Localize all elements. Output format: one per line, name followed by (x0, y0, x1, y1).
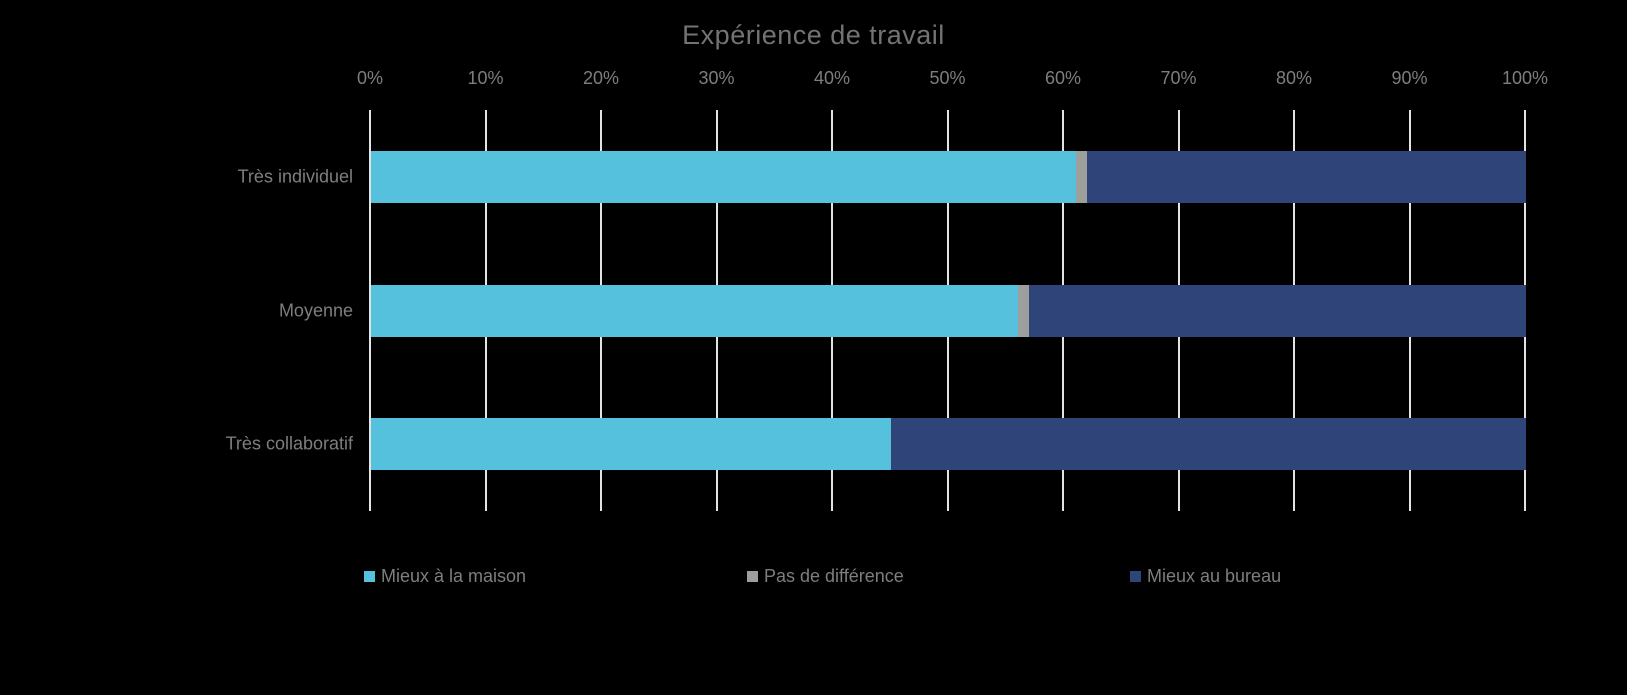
x-axis-tick-label: 100% (1501, 68, 1549, 88)
bar-segment (371, 418, 891, 471)
x-axis-tick-label: 80% (1275, 68, 1313, 88)
x-axis-tick-label: 10% (467, 68, 504, 88)
bar-segment (1029, 284, 1526, 337)
bar-row (371, 418, 1526, 471)
x-axis-tick-label: 30% (698, 68, 735, 88)
legend-swatch-icon (1130, 571, 1141, 582)
bar-segment (1087, 150, 1526, 203)
legend-label: Mieux au bureau (1147, 566, 1282, 586)
chart-title: Expérience de travail (682, 20, 945, 50)
x-axis-tick-label: 90% (1391, 68, 1428, 88)
legend-item: Pas de différence (747, 566, 904, 587)
legend-label: Mieux à la maison (381, 566, 527, 586)
bar-segment (1017, 284, 1030, 337)
bar-segment (1075, 150, 1088, 203)
x-axis-tick-label: 70% (1160, 68, 1197, 88)
bar-segment (371, 284, 1018, 337)
x-axis-tick-label: 60% (1044, 68, 1082, 88)
bar-segment (371, 150, 1076, 203)
gridline (369, 110, 371, 511)
category-label: Moyenne (278, 300, 353, 320)
legend-item: Mieux à la maison (364, 566, 526, 587)
legend-item: Mieux au bureau (1130, 566, 1281, 587)
legend-swatch-icon (364, 571, 375, 582)
x-axis-tick-label: 50% (929, 68, 966, 88)
category-label: Très collaboratif (225, 433, 353, 454)
bar-segment (890, 418, 1526, 471)
x-axis-tick-label: 20% (582, 68, 620, 88)
legend-label: Pas de différence (764, 566, 904, 586)
legend-swatch-icon (747, 571, 758, 582)
category-label: Très individuel (237, 166, 353, 187)
x-axis-tick-label: 0% (356, 68, 384, 88)
bar-row (371, 284, 1526, 337)
bar-row (371, 150, 1526, 203)
x-axis-tick-label: 40% (813, 68, 851, 88)
